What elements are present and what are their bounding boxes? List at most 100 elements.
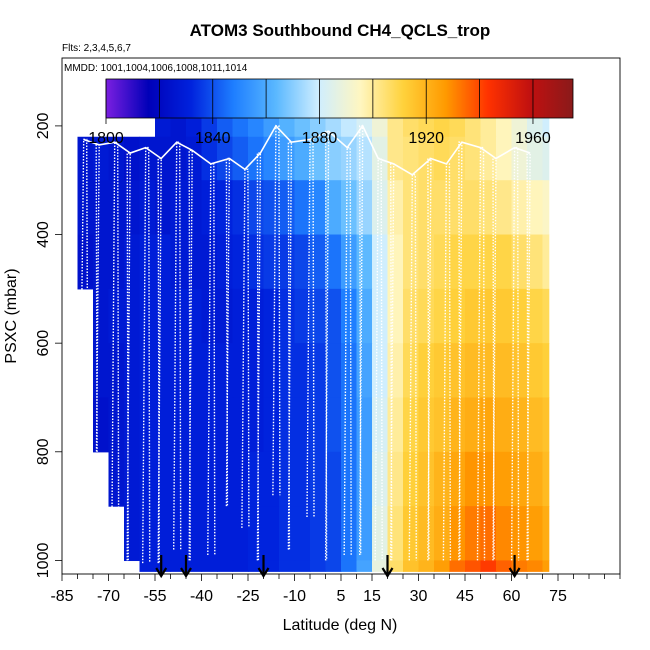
heatmap-cell xyxy=(263,451,280,507)
heatmap-cell xyxy=(124,180,141,236)
heatmap-cell xyxy=(527,343,544,399)
heatmap-cell xyxy=(108,451,125,507)
x-tick-label: -85 xyxy=(50,588,73,605)
heatmap-cell xyxy=(155,180,172,236)
heatmap-cell xyxy=(434,288,451,344)
colorbar-ticks: 1800 1840 1880 1920 1960 xyxy=(88,79,551,147)
flight-profile-trace xyxy=(476,146,486,561)
heatmap-cell xyxy=(201,288,218,344)
heatmap-cell xyxy=(341,343,358,399)
flights-label: Flts: 2,3,4,5,6,7 xyxy=(62,43,131,54)
heatmap-cell xyxy=(465,343,482,399)
heatmap-cell xyxy=(186,180,203,236)
heatmap-cell xyxy=(341,397,358,453)
latitude-arrow-head xyxy=(155,567,168,579)
heatmap-cell xyxy=(124,343,141,399)
colorbar-tick-label: 1920 xyxy=(408,130,444,147)
heatmap-cell xyxy=(465,451,482,507)
heatmap-cell xyxy=(418,234,435,290)
heatmap-cell xyxy=(372,560,389,572)
heatmap-cell xyxy=(387,180,404,236)
heatmap-cell xyxy=(217,451,234,507)
heatmap-cell xyxy=(434,451,451,507)
heatmap-cell xyxy=(201,451,218,507)
heatmap-cell xyxy=(480,560,497,572)
heatmap-cell xyxy=(449,506,466,562)
mmdd-label: MMDD: 1001,1004,1006,1008,1011,1014 xyxy=(64,63,248,74)
heatmap-cell xyxy=(387,136,404,181)
heatmap-cell xyxy=(542,560,550,572)
heatmap-cell xyxy=(279,451,296,507)
heatmap-cell xyxy=(310,180,327,236)
heatmap-cell xyxy=(108,288,125,344)
heatmap-cell xyxy=(248,234,265,290)
heatmap-cell xyxy=(325,506,342,562)
heatmap-cell xyxy=(217,397,234,453)
heatmap-cell xyxy=(201,560,218,572)
flight-profile-trace xyxy=(343,146,352,555)
heatmap-cell xyxy=(108,343,125,399)
heatmap-cell xyxy=(77,234,94,290)
heatmap-cell xyxy=(108,136,125,181)
heatmap-cell xyxy=(496,136,513,181)
heatmap-cell xyxy=(139,234,156,290)
heatmap-cell xyxy=(186,451,203,507)
heatmap-cell xyxy=(93,343,110,399)
heatmap-cell xyxy=(372,506,389,562)
heatmap-cell xyxy=(356,451,373,507)
heatmap-cell xyxy=(139,180,156,236)
heatmap-cell xyxy=(294,451,311,507)
heatmap-cell xyxy=(263,560,280,572)
heatmap-cell xyxy=(434,343,451,399)
heatmap-cell xyxy=(325,180,342,236)
heatmap-cell xyxy=(325,234,342,290)
heatmap-cell xyxy=(139,451,156,507)
y-tick-label: 400 xyxy=(35,221,52,248)
heatmap-cell xyxy=(248,180,265,236)
heatmap-cell xyxy=(279,506,296,562)
heatmap-cell xyxy=(294,288,311,344)
x-tick-label: 30 xyxy=(410,588,428,605)
heatmap-cell xyxy=(93,234,110,290)
heatmap-cell xyxy=(263,397,280,453)
heatmap-cell xyxy=(403,560,420,572)
flight-profile-trace xyxy=(142,146,151,564)
heatmap-cell xyxy=(294,560,311,572)
heatmap-cell xyxy=(527,451,544,507)
heatmap-cell xyxy=(449,180,466,236)
heatmap-cell xyxy=(139,136,156,181)
heatmap-cell xyxy=(217,560,234,572)
heatmap-cell xyxy=(372,451,389,507)
heatmap-cell xyxy=(232,506,249,562)
heatmap-cell xyxy=(310,234,327,290)
heatmap-cell xyxy=(496,288,513,344)
heatmap-cell xyxy=(124,288,141,344)
heatmap-cell xyxy=(201,180,218,236)
heatmap-cell xyxy=(77,180,94,236)
heatmap-cell xyxy=(155,136,172,181)
heatmap-cell xyxy=(480,180,497,236)
flight-profile-trace xyxy=(427,157,432,561)
x-tick-label: 75 xyxy=(549,588,567,605)
heatmap-cell xyxy=(480,451,497,507)
heatmap-cell xyxy=(232,560,249,572)
heatmap-cell xyxy=(418,180,435,236)
heatmap-cell xyxy=(511,288,528,344)
colorbar-tick-label: 1840 xyxy=(195,130,231,147)
heatmap-cell xyxy=(356,136,373,181)
heatmap-cell xyxy=(232,397,249,453)
heatmap-cell xyxy=(217,180,234,236)
x-tick-label: -55 xyxy=(143,588,166,605)
heatmap-cell xyxy=(356,180,373,236)
heatmap-cell xyxy=(170,506,187,562)
heatmap-cell xyxy=(263,343,280,399)
heatmap-cell xyxy=(511,343,528,399)
heatmap-cell xyxy=(294,343,311,399)
heatmap-cell xyxy=(372,343,389,399)
x-tick-label: 5 xyxy=(337,588,346,605)
flight-profile-trace xyxy=(408,174,417,561)
heatmap-cell xyxy=(527,506,544,562)
heatmap-cell xyxy=(217,343,234,399)
flight-profile-trace xyxy=(256,152,262,561)
y-tick-label: 600 xyxy=(35,330,52,357)
